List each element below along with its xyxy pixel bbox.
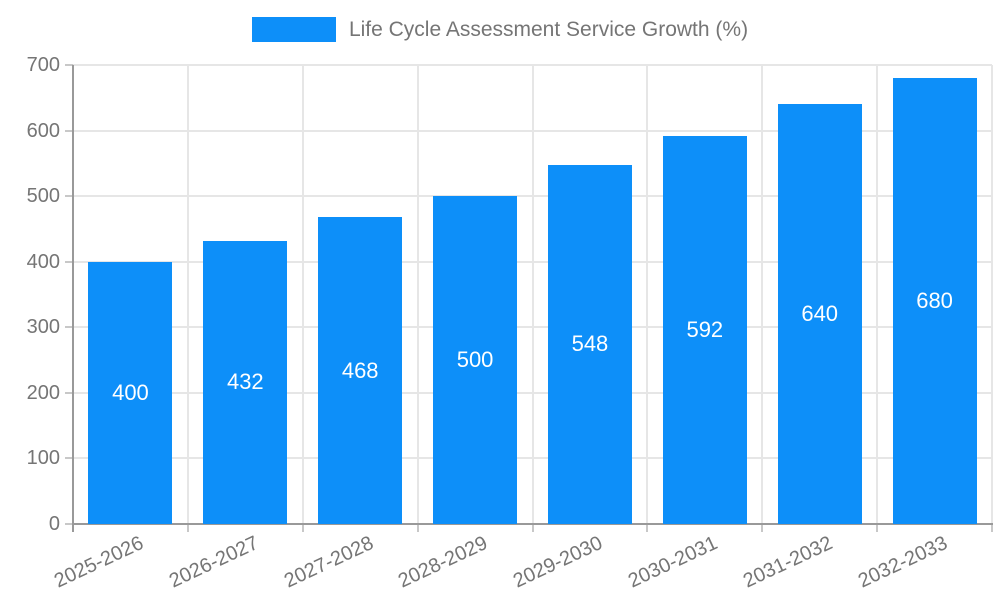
y-axis-tick [65, 260, 73, 263]
bar-value-label: 680 [916, 288, 953, 314]
bar[interactable] [662, 135, 747, 524]
bar-value-label: 500 [456, 347, 494, 373]
y-axis-tick [65, 326, 73, 329]
y-axis-tick-label: 600 [26, 119, 60, 142]
x-axis-tick [531, 524, 534, 532]
y-axis-tick [65, 64, 73, 66]
x-axis-tick-label: 2029-2030 [510, 532, 607, 593]
x-axis-tick-label: 2031-2032 [739, 532, 836, 593]
gridline-vertical [531, 65, 534, 524]
bar[interactable] [88, 261, 173, 524]
gridline-vertical [301, 65, 304, 524]
gridline-vertical [186, 65, 189, 524]
gridline-vertical [416, 65, 419, 524]
bar-value-label: 592 [686, 316, 724, 342]
y-axis-tick-label: 300 [26, 316, 60, 339]
y-axis-line [72, 65, 74, 532]
bar[interactable] [777, 104, 862, 524]
bar-value-label: 640 [801, 301, 839, 327]
y-axis-tick [65, 195, 73, 198]
bar-value-label: 400 [112, 379, 149, 405]
y-axis-tick [65, 391, 73, 394]
y-axis-tick [65, 457, 73, 460]
y-axis-tick [65, 129, 73, 132]
legend-swatch [251, 17, 336, 42]
y-axis-tick-label: 400 [26, 250, 60, 273]
x-axis-tick [416, 524, 419, 532]
y-axis-tick-label: 100 [26, 447, 60, 470]
bar[interactable] [318, 217, 403, 524]
bar-value-label: 432 [226, 369, 264, 395]
bar-value-label: 548 [571, 331, 609, 357]
bar[interactable] [547, 164, 632, 524]
chart-legend: Life Cycle Assessment Service Growth (%) [0, 17, 1000, 42]
y-axis-tick-label: 200 [26, 381, 60, 404]
x-axis-tick [301, 524, 304, 532]
x-axis-tick [991, 524, 993, 532]
y-axis-tick [65, 523, 73, 525]
gridline-vertical [646, 65, 649, 524]
bar-value-label: 468 [341, 357, 379, 383]
x-axis-tick-label: 2025-2026 [50, 532, 147, 593]
y-axis-tick-label: 700 [26, 54, 60, 76]
x-axis-tick [186, 524, 189, 532]
legend-label: Life Cycle Assessment Service Growth (%) [348, 18, 749, 41]
x-axis-tick-label: 2030-2031 [625, 532, 722, 593]
x-axis-tick [761, 524, 764, 532]
y-axis-tick-label: 0 [48, 513, 60, 535]
bar[interactable] [892, 78, 977, 524]
y-axis-tick-label: 500 [26, 185, 60, 208]
x-axis-tick-label: 2026-2027 [165, 532, 262, 593]
x-axis-tick-label: 2028-2029 [395, 532, 492, 593]
bar[interactable] [433, 196, 518, 524]
gridline-vertical [991, 65, 993, 524]
x-axis-tick-label: 2027-2028 [280, 532, 377, 593]
x-axis-tick [876, 524, 879, 532]
x-axis-line [72, 523, 993, 525]
x-axis-tick [646, 524, 649, 532]
bar[interactable] [203, 240, 288, 524]
legend-item[interactable]: Life Cycle Assessment Service Growth (%) [251, 17, 749, 42]
gridline-vertical [876, 65, 879, 524]
x-axis-tick-label: 2032-2033 [854, 532, 951, 593]
gridline-vertical [761, 65, 764, 524]
